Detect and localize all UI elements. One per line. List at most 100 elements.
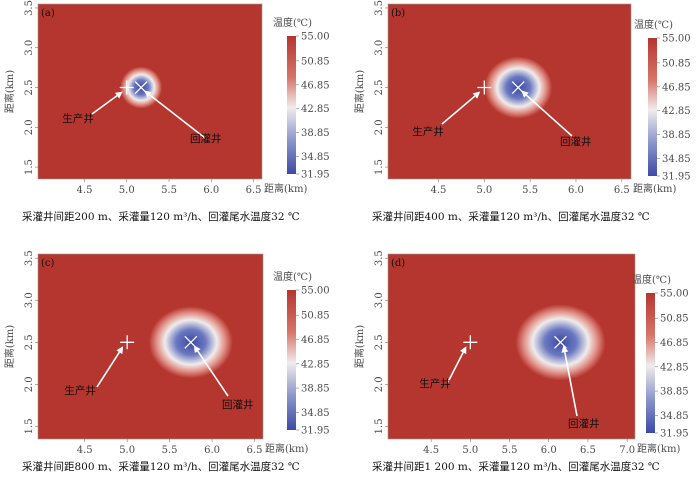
heatmap-chart-c: (c) 4.5 5.0 5.5 6.0 6.5 1.5 2.0 2.5 3.0 3.5 距离(km) 距…	[3, 250, 330, 473]
x-tick-label: 6.5	[614, 185, 630, 196]
injection-well-marker	[554, 335, 567, 349]
panel-caption: 采灌井间距200 m、采灌量120 m³/h、回灌尾水温度32 ℃	[22, 210, 300, 223]
plot-frame	[387, 3, 632, 180]
x-axis-label: 距离(km)	[265, 442, 308, 455]
colorbar-tick-label: 34.85	[301, 408, 330, 419]
colorbar	[648, 38, 657, 176]
colorbar-tick-label: 38.85	[662, 130, 691, 141]
colorbar-tick-label: 34.85	[301, 152, 330, 163]
colorbar-title: 温度(℃)	[273, 16, 312, 29]
panel-label: (a)	[41, 8, 55, 19]
y-tick-label: 2.0	[374, 376, 385, 392]
panel-label: (b)	[391, 8, 405, 19]
x-tick-label: 6.0	[203, 185, 219, 196]
colorbar-title: 温度(℃)	[273, 270, 312, 283]
panel-label: (d)	[391, 258, 405, 269]
colorbar-tick-label: 31.95	[301, 426, 330, 437]
colorbar-tick-label: 38.85	[301, 128, 330, 139]
colorbar-tick-label: 34.85	[662, 154, 691, 165]
colorbar-title: 温度(℃)	[634, 18, 673, 31]
plot-frame	[37, 3, 263, 180]
y-tick-label: 3.5	[374, 250, 385, 266]
panel-b: (b) 4.5 5.0 5.5 6.0 6.5 1.5 2.0 2.5 3.0 3.5 距离(km) 距…	[350, 0, 700, 243]
production-well-marker	[463, 335, 478, 350]
x-tick-label: 4.5	[77, 445, 93, 456]
y-tick-label: 2.5	[374, 334, 385, 350]
x-tick-label: 5.0	[476, 185, 492, 196]
y-tick-label: 1.5	[374, 159, 385, 175]
x-tick-label: 5.0	[462, 445, 478, 456]
panel-a: (a) 4.5 5.0 5.5 6.0 6.5 1.5 2.0 2.5 3.0 3.5 距离(km) 距…	[0, 0, 350, 243]
heatmap-chart-b: (b) 4.5 5.0 5.5 6.0 6.5 1.5 2.0 2.5 3.0 3.5 距离(km) 距…	[353, 0, 691, 223]
production-well-label: 生产井	[62, 112, 94, 125]
y-tick-label: 2.0	[24, 119, 35, 135]
colorbar-tick-label: 55.00	[301, 32, 330, 43]
panel-caption: 采灌井间距1 200 m、采灌量120 m³/h、回灌尾水温度32 ℃	[372, 460, 660, 473]
y-tick-label: 2.5	[374, 80, 385, 96]
y-tick-label: 3.5	[24, 250, 35, 266]
colorbar-tick-label: 38.85	[660, 387, 689, 398]
production-well-marker	[477, 80, 492, 95]
colorbar-tick-label: 50.85	[301, 56, 330, 67]
colorbar-tick-label: 42.85	[301, 359, 330, 370]
x-tick-label: 6.5	[247, 445, 263, 456]
colorbar-tick-label: 50.85	[660, 314, 689, 325]
colorbar-tick-label: 55.00	[660, 289, 689, 300]
injection-well-arrow	[193, 345, 229, 397]
x-tick-label: 4.5	[430, 185, 446, 196]
injection-well-label: 回灌井	[568, 417, 600, 430]
injection-well-arrow	[561, 345, 578, 417]
plot-frame	[387, 253, 636, 440]
x-tick-label: 7.0	[619, 445, 635, 456]
colorbar-tick-label: 46.85	[660, 338, 689, 349]
colorbar-tick-label: 42.85	[662, 106, 691, 117]
y-tick-label: 1.5	[24, 418, 35, 434]
panel-caption: 采灌井间距800 m、采灌量120 m³/h、回灌尾水温度32 ℃	[22, 460, 300, 473]
colorbar-tick-label: 38.85	[301, 384, 330, 395]
y-axis-label: 距离(km)	[3, 325, 16, 368]
injection-well-label: 回灌井	[190, 132, 222, 145]
x-tick-label: 4.5	[423, 445, 439, 456]
x-tick-label: 5.5	[162, 445, 178, 456]
heatmap-chart-d: (d) 4.5 5.0 5.5 6.0 6.5 7.0 1.5 2.0 2.5 3.0 3.5 距离(k…	[353, 250, 689, 473]
production-well-arrow	[96, 346, 124, 388]
injection-well-label: 回灌井	[222, 398, 254, 411]
colorbar-tick-label: 42.85	[301, 104, 330, 115]
y-tick-label: 1.5	[374, 418, 385, 434]
colorbar-tick-label: 31.95	[301, 170, 330, 181]
x-tick-label: 4.5	[77, 185, 93, 196]
colorbar-title: 温度(℃)	[632, 273, 671, 286]
x-tick-label: 5.5	[502, 445, 518, 456]
production-well-label: 生产井	[419, 377, 451, 390]
y-tick-label: 2.0	[374, 119, 385, 135]
y-tick-label: 1.5	[24, 159, 35, 175]
y-tick-label: 3.0	[374, 292, 385, 308]
x-axis-label: 距离(km)	[637, 442, 680, 455]
y-tick-label: 3.5	[24, 0, 35, 16]
panel-caption: 采灌井间距400 m、采灌量120 m³/h、回灌尾水温度32 ℃	[372, 210, 650, 223]
colorbar-tick-label: 50.85	[301, 311, 330, 322]
plot-frame	[37, 253, 264, 440]
production-well-arrow	[91, 91, 123, 115]
colorbar-tick-label: 34.85	[660, 411, 689, 422]
colorbar-tick-label: 46.85	[301, 80, 330, 91]
y-tick-label: 2.5	[24, 80, 35, 96]
x-axis-label: 距离(km)	[264, 182, 307, 195]
injection-well-label: 回灌井	[560, 135, 592, 148]
x-tick-label: 6.0	[568, 185, 584, 196]
heatmap-chart-a: (a) 4.5 5.0 5.5 6.0 6.5 1.5 2.0 2.5 3.0 3.5 距离(km) 距…	[3, 0, 330, 223]
production-well-arrow	[447, 346, 467, 383]
x-tick-label: 6.0	[204, 445, 220, 456]
x-tick-label: 6.0	[541, 445, 557, 456]
injection-well-arrow	[144, 90, 206, 139]
panel-label: (c)	[41, 258, 55, 269]
production-well-label: 生产井	[412, 125, 444, 138]
y-tick-label: 2.0	[24, 376, 35, 392]
x-tick-label: 6.5	[580, 445, 596, 456]
production-well-label: 生产井	[64, 384, 96, 397]
colorbar-tick-label: 55.00	[662, 34, 691, 45]
colorbar-tick-label: 46.85	[301, 335, 330, 346]
panel-d: (d) 4.5 5.0 5.5 6.0 6.5 7.0 1.5 2.0 2.5 3.0 3.5 距离(k…	[350, 244, 700, 487]
y-tick-label: 3.0	[374, 40, 385, 56]
injection-well-arrow	[521, 90, 573, 137]
